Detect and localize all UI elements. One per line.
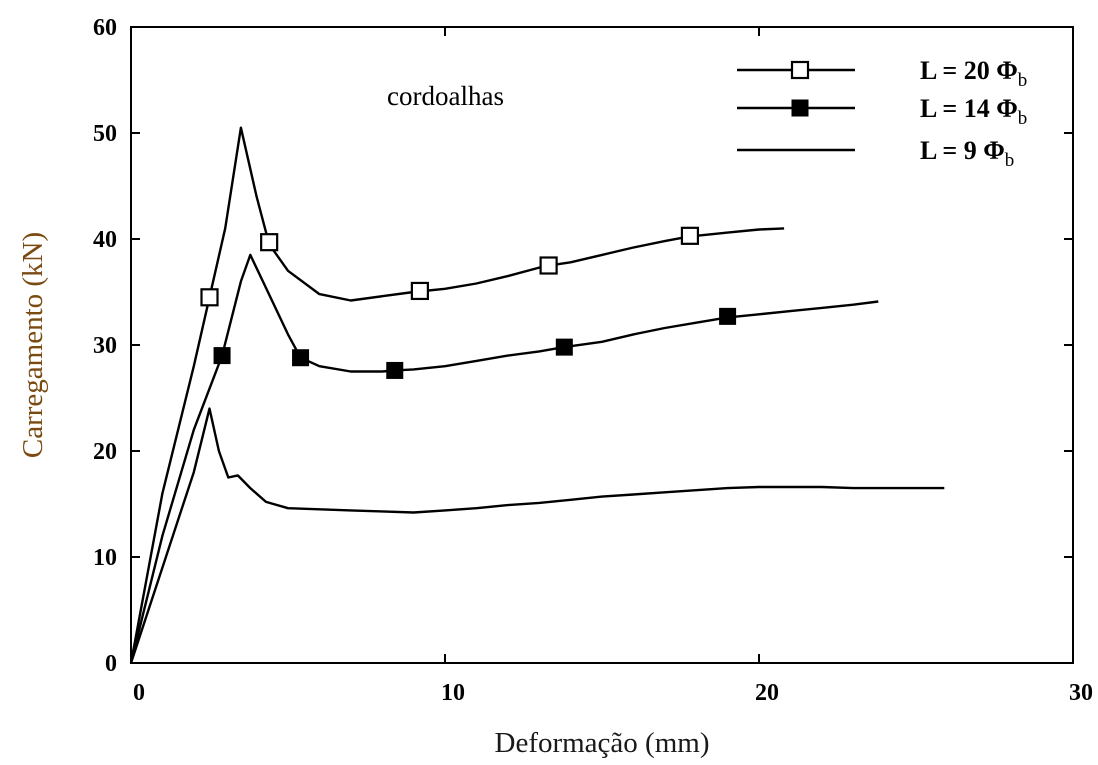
legend-entry: L = 14 Φb [737, 94, 1027, 129]
y-tick-label: 60 [93, 15, 117, 41]
y-tick-label: 20 [93, 439, 117, 465]
series-marker [213, 347, 231, 365]
series-marker [260, 233, 279, 252]
x-tick-label: 0 [133, 680, 145, 706]
series-marker [410, 281, 429, 301]
legend-label-main: L = 20 Φ [920, 56, 1018, 85]
x-tick-label: 20 [755, 680, 779, 706]
series-3 [129, 407, 945, 664]
series-line [129, 253, 879, 664]
series-marker [200, 288, 219, 307]
legend-label-subscript: b [1018, 70, 1028, 91]
series-marker [719, 307, 737, 325]
series-1 [129, 126, 785, 664]
series-line [129, 126, 785, 664]
legend-label: L = 14 Φb [920, 94, 1027, 129]
series-marker [539, 256, 558, 275]
legend-label-main: L = 9 Φ [920, 136, 1005, 165]
series-marker [680, 226, 700, 245]
y-tick-label: 10 [93, 545, 117, 571]
legend-marker [790, 60, 810, 80]
legend: L = 20 ΦbL = 14 ΦbL = 9 Φb [737, 56, 1027, 171]
chart-annotation: cordoalhas [387, 81, 504, 111]
series-marker [292, 349, 310, 367]
series-2 [129, 253, 879, 664]
legend-label: L = 9 Φb [920, 136, 1014, 171]
legend-marker [791, 99, 809, 117]
x-axis-label: Deformação (mm) [495, 727, 710, 759]
y-axis-ticks: 0 10 20 30 40 50 60 [93, 15, 1073, 677]
y-axis-label: Carregamento (kN) [17, 232, 49, 458]
legend-entry: L = 9 Φb [737, 136, 1014, 171]
y-tick-label: 50 [93, 121, 117, 147]
series-layer [129, 126, 945, 664]
legend-label: L = 20 Φb [920, 56, 1027, 91]
legend-label-subscript: b [1005, 150, 1015, 171]
y-tick-label: 40 [93, 227, 117, 253]
series-line [129, 407, 945, 664]
legend-entry: L = 20 Φb [737, 56, 1027, 91]
legend-label-subscript: b [1018, 108, 1028, 129]
legend-label-main: L = 14 Φ [920, 94, 1018, 123]
series-marker [386, 361, 404, 379]
y-tick-label: 30 [93, 333, 117, 359]
x-tick-label: 10 [441, 680, 465, 706]
y-tick-label: 0 [105, 651, 117, 677]
x-tick-label: 30 [1069, 680, 1093, 706]
series-marker [555, 338, 573, 356]
x-axis-ticks: 0 10 20 30 [130, 27, 1093, 706]
